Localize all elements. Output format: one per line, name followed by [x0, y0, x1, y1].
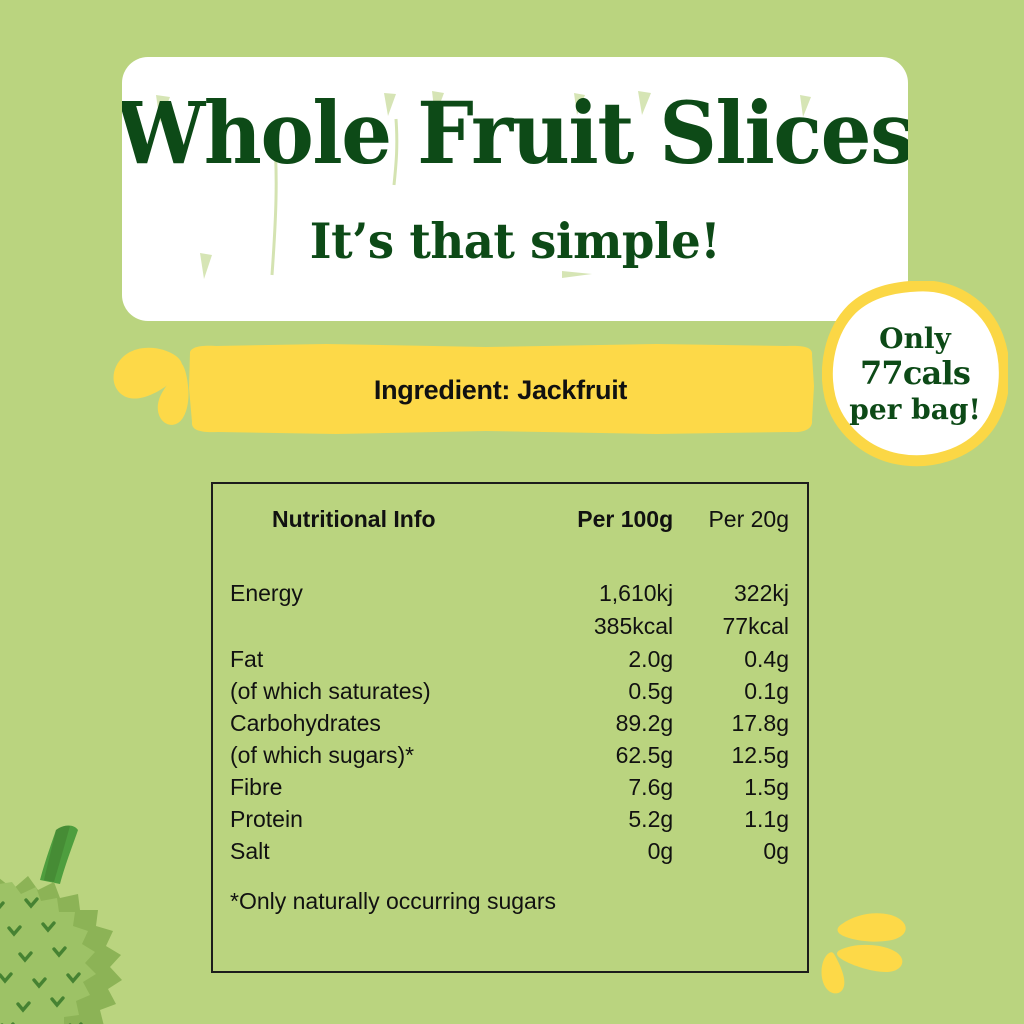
row-value-20g: 1.5g — [744, 774, 789, 800]
banner-brush-shape — [189, 344, 814, 434]
nutrition-footnote: *Only naturally occurring sugars — [230, 888, 556, 914]
row-value-20g: 0g — [763, 838, 789, 864]
yellow-splash-icon — [113, 347, 189, 425]
table-row: Fat 2.0g 0.4g — [230, 643, 789, 675]
nutrition-table: Nutritional Info Per 100g Per 20g Energy… — [230, 506, 789, 867]
row-value-100g: 1,610kj — [598, 580, 674, 606]
row-value-100g: 7.6g — [628, 774, 674, 800]
table-row: 385kcal 77kcal — [230, 609, 789, 643]
row-value-100g: 385kcal — [593, 613, 674, 639]
page-title: Whole Fruit Slices — [122, 84, 908, 184]
table-header-row: Nutritional Info Per 100g Per 20g — [230, 506, 789, 541]
row-value-100g: 0.5g — [628, 678, 674, 704]
calorie-badge: Only 77cals per bag! — [822, 281, 1008, 467]
column-header-nutrient: Nutritional Info — [272, 506, 436, 532]
column-header-per-20g: Per 20g — [708, 506, 789, 532]
row-value-100g: 0g — [647, 838, 674, 864]
column-header-per-100g: Per 100g — [577, 506, 674, 532]
row-label: Fibre — [230, 774, 283, 800]
jackfruit-illustration — [0, 825, 122, 1024]
row-label: (of which saturates) — [230, 678, 431, 704]
headline-card: Whole Fruit Slices It’s that simple! — [122, 57, 908, 321]
row-label: Energy — [230, 580, 303, 606]
row-label — [230, 609, 520, 643]
table-row: (of which sugars)* 62.5g 12.5g — [230, 739, 789, 771]
page-tagline: It’s that simple! — [309, 211, 721, 270]
card-texture-streaks — [156, 91, 811, 279]
row-value-100g: 89.2g — [615, 710, 674, 736]
row-value-20g: 17.8g — [731, 710, 789, 736]
row-label: Carbohydrates — [230, 710, 381, 736]
row-label: Protein — [230, 806, 303, 832]
table-row: Salt 0g 0g — [230, 835, 789, 867]
row-value-20g: 322kj — [734, 580, 789, 606]
row-value-20g: 0.4g — [744, 646, 789, 672]
table-row: Energy 1,610kj 322kj — [230, 577, 789, 609]
row-label: Fat — [230, 646, 264, 672]
table-row: Fibre 7.6g 1.5g — [230, 771, 789, 803]
badge-blob-shape — [822, 281, 1008, 467]
nutrition-info-panel: Nutritional Info Per 100g Per 20g Energy… — [211, 482, 809, 973]
table-row: Carbohydrates 89.2g 17.8g — [230, 707, 789, 739]
row-value-100g: 2.0g — [628, 646, 674, 672]
row-value-20g: 0.1g — [744, 678, 789, 704]
table-row: Protein 5.2g 1.1g — [230, 803, 789, 835]
ingredient-banner-label: Ingredient: Jackfruit — [373, 374, 628, 405]
row-value-100g: 5.2g — [628, 806, 674, 832]
badge-line-only: Only — [879, 321, 951, 355]
table-spacer — [230, 541, 789, 577]
badge-line-calories: 77cals — [859, 354, 971, 393]
row-value-20g: 1.1g — [744, 806, 789, 832]
row-label: (of which sugars)* — [230, 742, 415, 768]
row-value-100g: 62.5g — [615, 742, 674, 768]
badge-line-per-bag: per bag! — [849, 392, 981, 426]
ingredient-banner: Ingredient: Jackfruit — [186, 342, 815, 436]
badge-text: Only 77cals per bag! — [822, 281, 1008, 467]
row-value-20g: 77kcal — [722, 613, 789, 639]
row-label: Salt — [230, 838, 270, 864]
table-row: (of which saturates) 0.5g 0.1g — [230, 675, 789, 707]
row-value-20g: 12.5g — [731, 742, 789, 768]
jackfruit-stem-icon — [40, 825, 78, 884]
yellow-splash-icon — [821, 913, 906, 994]
